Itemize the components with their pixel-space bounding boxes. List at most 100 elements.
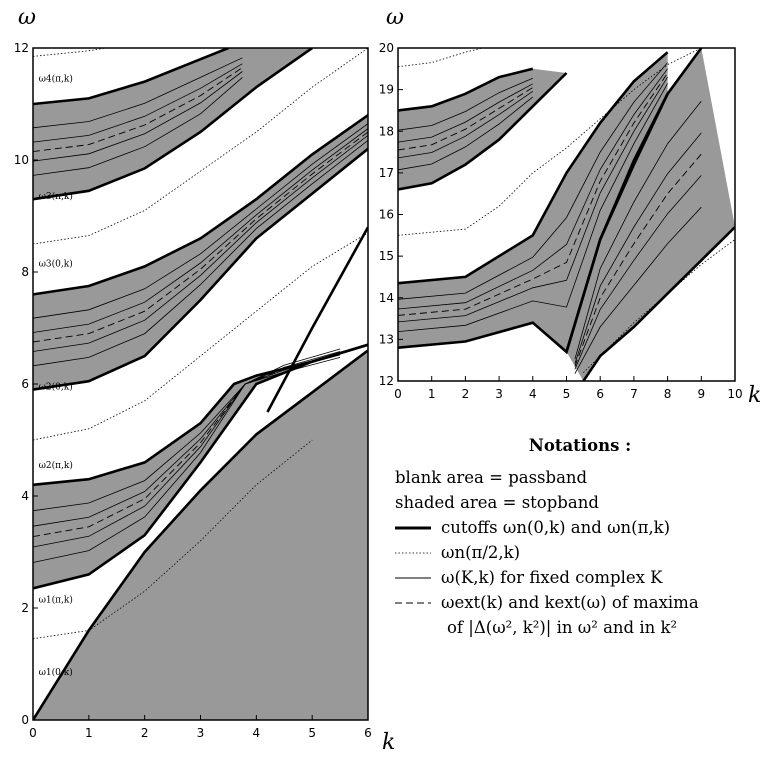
left-x-axis-label: k bbox=[382, 730, 395, 755]
notation-text: cutoffs ωn(0,k) and ωn(π,k) bbox=[441, 518, 671, 537]
x-tick-label: 3 bbox=[197, 726, 205, 740]
notation-text: ωext(k) and kext(ω) of maxima bbox=[441, 593, 699, 612]
maxima-curve bbox=[398, 87, 534, 151]
cutoff-curve bbox=[398, 72, 568, 191]
y-tick-label: 6 bbox=[21, 377, 29, 391]
x-tick-label: 1 bbox=[428, 387, 436, 401]
contour-curve bbox=[33, 351, 341, 548]
contour-curve bbox=[398, 77, 533, 131]
y-tick-label: 13 bbox=[379, 332, 394, 346]
contour-curve bbox=[33, 57, 243, 129]
notations-rows: blank area = passband shaded area = stopb… bbox=[395, 465, 755, 640]
contour-curve bbox=[398, 96, 534, 171]
legend-swatch bbox=[395, 552, 431, 553]
quarter-period-curve bbox=[33, 439, 313, 640]
x-tick-label: 4 bbox=[529, 387, 537, 401]
contour-curve bbox=[398, 83, 533, 143]
y-tick-label: 20 bbox=[379, 41, 394, 55]
contour-curve bbox=[398, 62, 668, 300]
notation-row: cutoffs ωn(0,k) and ωn(π,k) bbox=[395, 515, 755, 540]
curve-label: ω1(0,k) bbox=[39, 667, 73, 678]
y-tick-label: 0 bbox=[21, 713, 29, 727]
contour-curve bbox=[33, 63, 243, 143]
curve-label: ω2(0,k) bbox=[39, 382, 73, 393]
contour-curve bbox=[33, 71, 243, 162]
left-y-axis-label: ω bbox=[18, 5, 36, 30]
notation-text: ωn(π/2,k) bbox=[441, 543, 521, 562]
cutoff-curve bbox=[398, 67, 534, 112]
stopband-region bbox=[33, 115, 368, 390]
maxima-curve bbox=[33, 352, 341, 538]
y-tick-label: 15 bbox=[379, 249, 394, 263]
notation-row: of |Δ(ω², k²)| in ω² and in k² bbox=[395, 615, 755, 640]
contour-curve bbox=[574, 175, 702, 370]
x-tick-label: 8 bbox=[664, 387, 672, 401]
cutoff-curve bbox=[582, 226, 735, 381]
stopband-region bbox=[33, 350, 368, 720]
y-tick-label: 10 bbox=[14, 153, 29, 167]
maxima-curve bbox=[398, 72, 668, 316]
quarter-period-curve bbox=[398, 48, 483, 68]
contour-curve bbox=[398, 83, 668, 332]
curve-label: ω3(0,k) bbox=[39, 258, 73, 269]
y-tick-label: 2 bbox=[21, 601, 29, 615]
legend-swatch bbox=[395, 577, 431, 578]
x-tick-label: 10 bbox=[727, 387, 742, 401]
x-tick-label: 2 bbox=[141, 726, 149, 740]
cutoff-curve bbox=[565, 48, 703, 353]
contour-curve bbox=[33, 354, 341, 527]
notation-row: shaded area = stopband bbox=[395, 490, 755, 515]
legend-swatch bbox=[395, 602, 431, 603]
left-curve-labels: ω1(0,k) ω1(π,k) ω2(π,k) ω2(0,k) ω3(0,k) ω3(π,… bbox=[39, 74, 73, 679]
notation-text: of |Δ(ω², k²)| in ω² and in k² bbox=[447, 618, 678, 637]
y-tick-label: 14 bbox=[379, 291, 394, 305]
contour-curve bbox=[33, 357, 341, 512]
x-tick-label: 0 bbox=[394, 387, 402, 401]
y-tick-label: 17 bbox=[379, 166, 394, 180]
contour-curve bbox=[33, 348, 341, 563]
contour-curve bbox=[398, 76, 668, 323]
notation-row: ω(K,k) for fixed complex K bbox=[395, 565, 755, 590]
y-tick-label: 19 bbox=[379, 83, 394, 97]
cutoff-curve bbox=[33, 114, 368, 296]
x-tick-label: 5 bbox=[563, 387, 571, 401]
notations-title: Notations : bbox=[528, 436, 632, 455]
cutoff-curve bbox=[33, 48, 229, 106]
left-stopbands bbox=[33, 48, 368, 720]
notation-text: blank area = passband bbox=[395, 468, 588, 487]
y-tick-label: 18 bbox=[379, 124, 394, 138]
x-tick-label: 7 bbox=[630, 387, 638, 401]
quarter-period-curve bbox=[398, 48, 702, 236]
maxima-curve bbox=[33, 67, 243, 153]
cutoff-curve bbox=[33, 48, 313, 201]
contour-curve bbox=[398, 68, 668, 310]
x-tick-label: 0 bbox=[29, 726, 37, 740]
notation-row: ωn(π/2,k) bbox=[395, 540, 755, 565]
stopband-region bbox=[33, 48, 313, 200]
notations-legend: Notations : blank area = passband shaded … bbox=[395, 436, 755, 640]
x-tick-label: 1 bbox=[85, 726, 93, 740]
x-tick-label: 6 bbox=[596, 387, 604, 401]
contour-curve bbox=[574, 100, 702, 360]
left-curves bbox=[33, 48, 368, 720]
right-y-axis-label: ω bbox=[386, 5, 404, 30]
curve-label: ω2(π,k) bbox=[39, 460, 73, 471]
x-tick-label: 3 bbox=[495, 387, 503, 401]
legend-swatch bbox=[395, 526, 431, 529]
contour-curve bbox=[33, 128, 368, 333]
right-x-axis-label: k bbox=[748, 383, 761, 408]
notation-text: shaded area = stopband bbox=[395, 493, 599, 512]
y-tick-label: 4 bbox=[21, 489, 29, 503]
contour-curve bbox=[574, 132, 702, 364]
notation-row: blank area = passband bbox=[395, 465, 755, 490]
contour-curve bbox=[574, 206, 702, 374]
y-tick-label: 16 bbox=[379, 208, 394, 222]
quarter-period-curve bbox=[33, 48, 106, 57]
quarter-period-curve bbox=[33, 48, 368, 245]
maxima-curve bbox=[574, 153, 702, 367]
contour-curve bbox=[33, 135, 368, 352]
